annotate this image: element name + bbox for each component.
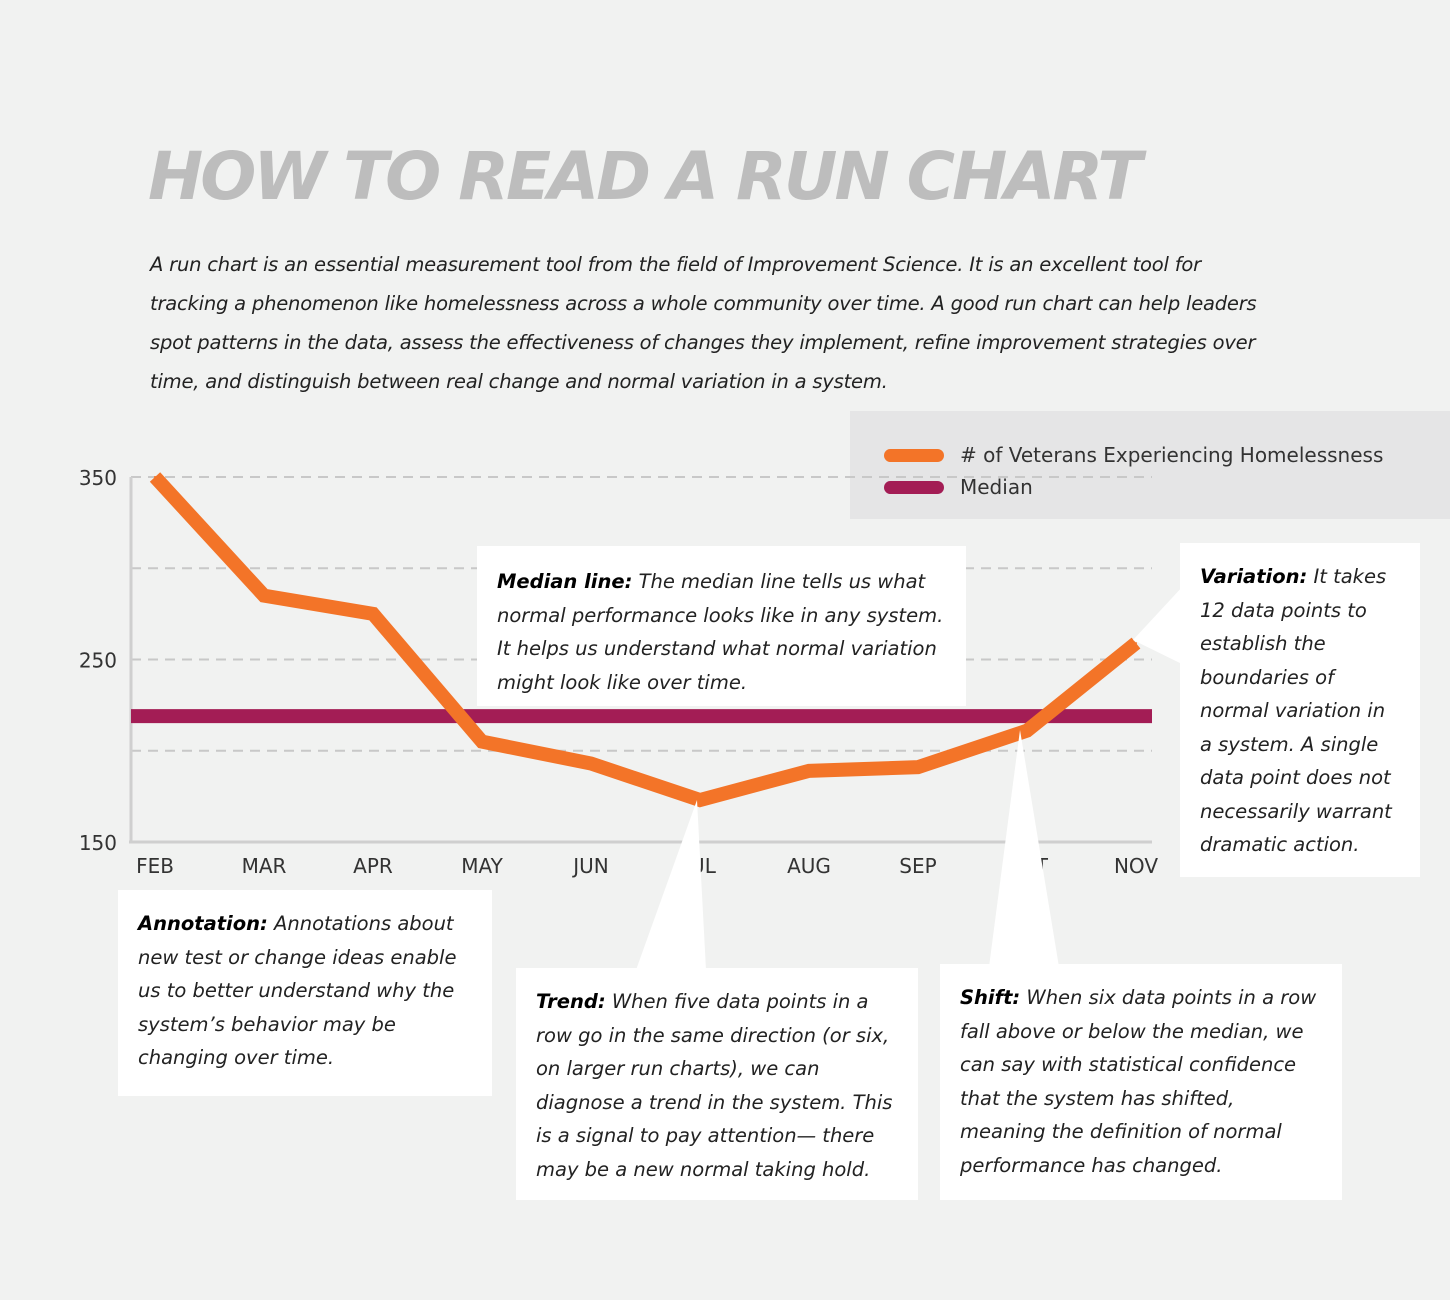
data-point-jun <box>590 762 592 765</box>
shift-callout-heading: Shift: <box>960 986 1021 1009</box>
x-tick-label: SEP <box>899 854 936 878</box>
x-tick-labels: FEBMARAPRMAYJUNJULAUGSEPOCTNOV <box>136 854 1158 878</box>
data-point-feb <box>154 476 156 478</box>
legend-label-median: Median <box>960 475 1033 499</box>
veterans-series-line <box>149 472 1141 808</box>
annotation-callout-heading: Annotation: <box>138 912 268 935</box>
data-point-nov <box>1135 642 1137 645</box>
x-tick-label: JUN <box>571 854 609 878</box>
shift-callout: Shift: When six data points in a row fal… <box>940 964 1342 1200</box>
shift-callout-text: When six data points in a row fall above… <box>960 986 1317 1177</box>
y-tick-label: 150 <box>79 831 117 855</box>
variation-callout: Variation: It takes 12 data points to es… <box>1180 543 1420 877</box>
y-tick-label: 350 <box>79 466 117 490</box>
variation-callout-heading: Variation: <box>1200 565 1308 588</box>
legend-item-median: Median <box>884 475 1033 499</box>
y-tick-label: 250 <box>79 649 117 673</box>
annotation-callout-text: Annotations about new test or change ide… <box>138 912 457 1069</box>
x-tick-label: FEB <box>136 854 174 878</box>
legend-item-veterans: # of Veterans Experiencing Homelessness <box>884 443 1383 467</box>
trend-callout-text: When five data points in a row go in the… <box>536 990 893 1181</box>
data-point-may <box>481 740 483 743</box>
x-tick-label: AUG <box>787 854 831 878</box>
legend-swatch-veterans <box>884 448 944 462</box>
x-tick-label: NOV <box>1114 854 1158 878</box>
legend-swatch-median <box>884 480 944 494</box>
trend-pointer <box>636 800 706 970</box>
median-callout-text: The median line tells us what normal per… <box>497 570 944 694</box>
data-point-apr <box>372 612 374 615</box>
intro-paragraph: A run chart is an essential measurement … <box>150 253 1257 393</box>
annotation-callout: Annotation: Annotations about new test o… <box>118 890 492 1096</box>
legend-label-veterans: # of Veterans Experiencing Homelessness <box>960 443 1384 467</box>
chart-legend: # of Veterans Experiencing Homelessness … <box>850 411 1450 519</box>
trend-callout: Trend: When five data points in a row go… <box>516 968 918 1200</box>
veterans-data-points <box>154 476 1137 802</box>
median-callout-heading: Median line: <box>497 570 633 593</box>
median-callout: Median line: The median line tells us wh… <box>477 546 966 706</box>
trend-callout-heading: Trend: <box>536 990 606 1013</box>
shift-pointer <box>989 730 1059 967</box>
variation-pointer <box>1133 585 1184 665</box>
data-point-sep <box>917 766 919 769</box>
variation-callout-text: It takes 12 data points to establish the… <box>1200 565 1392 856</box>
data-point-aug <box>808 769 810 772</box>
data-point-jul <box>699 799 701 802</box>
x-tick-label: APR <box>353 854 393 878</box>
page-title: HOW TO READ A RUN CHART <box>148 138 1142 215</box>
data-point-mar <box>263 594 265 597</box>
data-point-oct <box>1026 729 1028 732</box>
x-tick-label: MAR <box>242 854 287 878</box>
x-tick-label: MAY <box>461 854 503 878</box>
y-tick-labels: 150 250 350 <box>79 466 117 855</box>
